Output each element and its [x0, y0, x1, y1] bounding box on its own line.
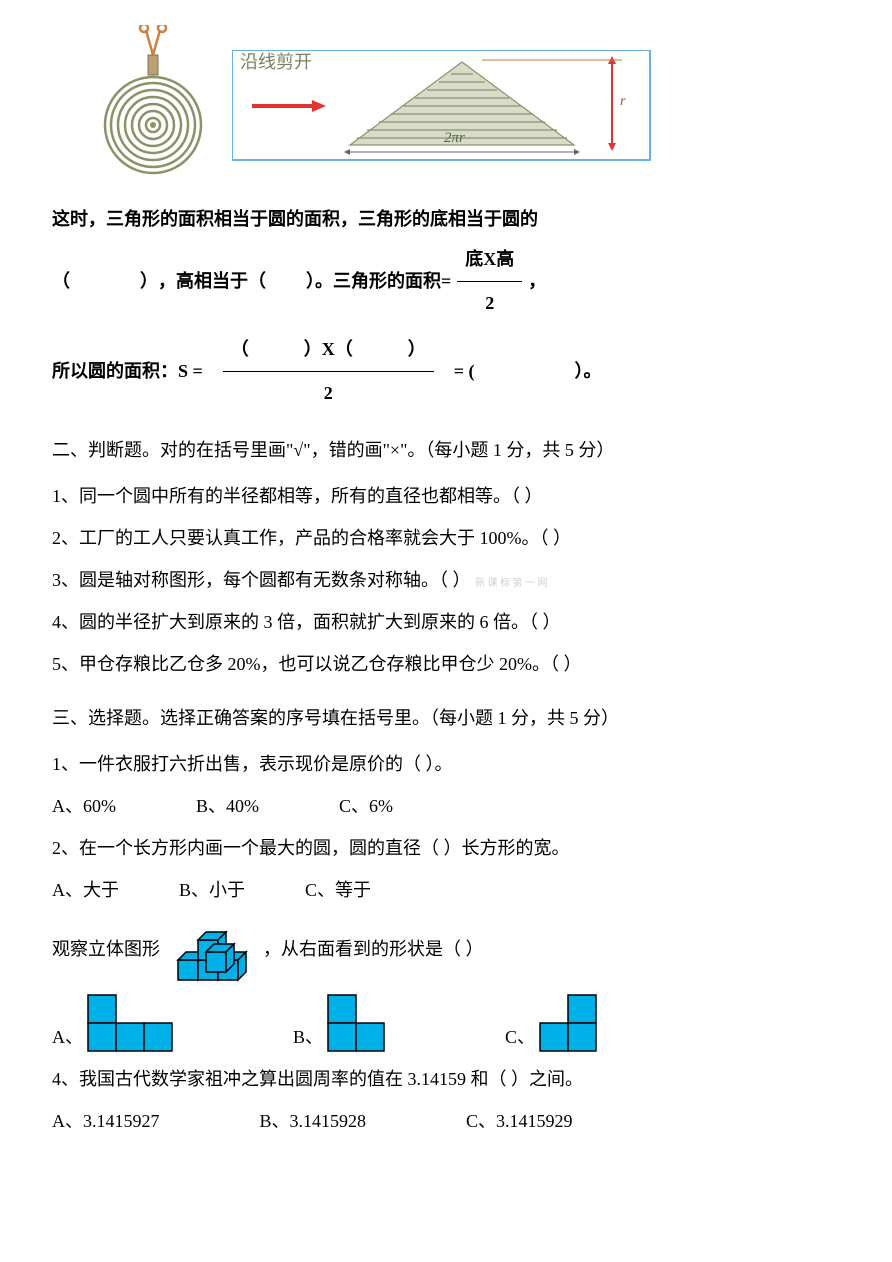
- s2-q3: 3、圆是轴对称图形，每个圆都有无数条对称轴。（ ） 新 课 标 第 一 网: [52, 562, 840, 598]
- text-line1: 这时，三角形的面积相当于圆的面积，三角形的底相当于圆的: [52, 209, 538, 229]
- s3-q1: 1、一件衣服打六折出售，表示现价是原价的（ ）。: [52, 746, 840, 782]
- fraction-base-height: 底X高 2: [457, 240, 522, 324]
- watermark-text: 新 课 标 第 一 网: [475, 578, 548, 589]
- s2-q1: 1、同一个圆中所有的半径都相等，所有的直径也都相等。（ ）: [52, 478, 840, 514]
- section3-header: 三、选择题。选择正确答案的序号填在括号里。（每小题 1 分，共 5 分）: [52, 700, 840, 736]
- triangle-figure: 沿线剪开 2πr r: [232, 50, 652, 170]
- s3-q2: 2、在一个长方形内画一个最大的圆，圆的直径（ ）长方形的宽。: [52, 830, 840, 866]
- s3-q2-options: A、大于 B、小于 C、等于: [52, 872, 840, 908]
- s3-q1-options: A、60% B、40% C、6%: [52, 788, 840, 824]
- fraction-s-formula: （ ）X（ ） 2: [223, 330, 434, 414]
- section2-header: 二、判断题。对的在括号里画"√"，错的画"×"。（每小题 1 分，共 5 分）: [52, 432, 840, 468]
- s3-q3: 观察立体图形 ，从右面看到的形状是（ ）: [52, 914, 840, 984]
- cut-label: 沿线剪开: [240, 52, 312, 72]
- circle-to-triangle-diagram: 沿线剪开 2πr r: [52, 20, 840, 180]
- circle-scissors-figure: [98, 25, 218, 180]
- cube-solid-figure: [168, 914, 263, 984]
- base-label: 2πr: [444, 130, 465, 146]
- s3-q4: 4、我国古代数学家祖冲之算出圆周率的值在 3.14159 和（ ）之间。: [52, 1061, 840, 1097]
- s2-q4: 4、圆的半径扩大到原来的 3 倍，面积就扩大到原来的 6 倍。（ ）: [52, 604, 840, 640]
- s2-q2: 2、工厂的工人只要认真工作，产品的合格率就会大于 100%。（ ）: [52, 520, 840, 556]
- option-b-figure: [323, 990, 395, 1055]
- svg-text:r: r: [620, 94, 626, 109]
- s2-q5: 5、甲仓存粮比乙仓多 20%，也可以说乙仓存粮比甲仓少 20%。（ ）: [52, 646, 840, 682]
- option-a-figure: [83, 990, 183, 1055]
- circle-area-question: 这时，三角形的面积相当于圆的面积，三角形的底相当于圆的 （ ） ，高相当于（ ）…: [52, 200, 840, 414]
- s3-q3-options: A、 B、 C、: [52, 990, 840, 1055]
- option-c-figure: [535, 990, 607, 1055]
- s3-q4-options: A、3.1415927 B、3.1415928 C、3.1415929: [52, 1103, 840, 1139]
